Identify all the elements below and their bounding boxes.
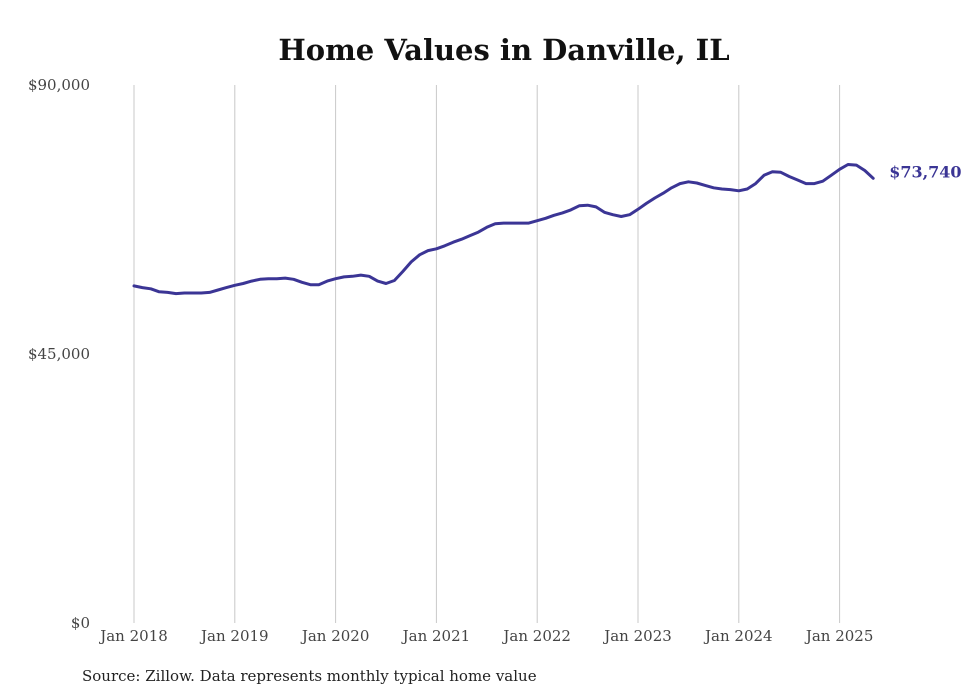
x-tick-label: Jan 2019 <box>199 627 269 645</box>
source-note: Source: Zillow. Data represents monthly … <box>82 667 537 685</box>
y-tick-label: $0 <box>71 614 90 632</box>
y-axis-ticks: $90,000 $45,000 $0 <box>28 76 90 632</box>
x-tick-label: Jan 2018 <box>98 627 168 645</box>
x-axis-ticks: Jan 2018 Jan 2019 Jan 2020 Jan 2021 Jan 2022… <box>98 627 873 645</box>
chart-title: Home Values in Danville, IL <box>278 33 729 67</box>
end-value-label: $73,740 <box>889 162 961 181</box>
y-tick-label: $90,000 <box>28 76 90 94</box>
y-tick-label: $45,000 <box>28 345 90 363</box>
x-tick-label: Jan 2022 <box>501 627 571 645</box>
x-tick-label: Jan 2020 <box>300 627 370 645</box>
x-tick-label: Jan 2024 <box>703 627 773 645</box>
x-tick-label: Jan 2023 <box>602 627 672 645</box>
grid-lines <box>133 85 841 623</box>
x-tick-label: Jan 2021 <box>401 627 471 645</box>
series-line <box>132 163 875 296</box>
x-tick-label: Jan 2025 <box>804 627 874 645</box>
